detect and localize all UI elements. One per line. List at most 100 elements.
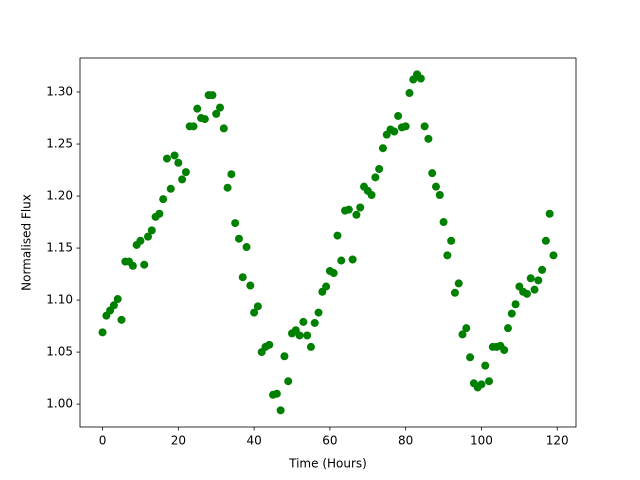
data-point [178,175,187,184]
data-point [159,195,168,204]
data-point [435,191,444,200]
data-point [314,308,323,317]
data-point [454,279,463,288]
data-point [250,308,259,317]
data-point [231,219,240,228]
data-point [443,251,452,260]
data-point [356,203,365,212]
data-point [447,236,456,245]
data-point [136,236,145,245]
data-point [189,122,198,131]
data-point [128,261,137,270]
data-point [428,169,437,178]
plot-area [80,58,576,427]
x-tick-label: 20 [171,434,186,448]
data-point [140,260,149,269]
data-point [113,295,122,304]
data-point [170,151,179,160]
data-point [295,331,304,340]
data-point [424,134,433,143]
data-point [181,168,190,177]
data-point [253,302,262,311]
x-tick-label: 80 [398,434,413,448]
data-point [329,269,338,278]
data-point [246,281,255,290]
data-point [375,165,384,174]
data-point [322,282,331,291]
data-point [344,205,353,214]
data-point [530,285,539,294]
y-tick-label: 1.10 [46,293,73,307]
data-point [147,226,156,235]
data-point [526,274,535,283]
data-point [352,210,361,219]
data-point [485,377,494,386]
data-point [507,309,516,318]
data-point [405,89,414,98]
data-point [212,109,221,118]
data-point [390,127,399,136]
data-point [306,342,315,351]
x-tick-label: 120 [546,434,569,448]
x-tick-label: 100 [470,434,493,448]
data-point [371,173,380,182]
data-point [174,158,183,167]
data-point [500,346,509,355]
data-point [394,111,403,120]
data-point [337,256,346,265]
data-point [219,124,228,133]
data-point [272,389,281,398]
data-point [238,273,247,282]
y-tick-label: 1.20 [46,189,73,203]
data-point [416,74,425,83]
data-point [117,315,126,324]
data-point [538,265,547,274]
data-point [481,361,490,370]
data-point [208,91,217,100]
data-point [462,324,471,333]
axes-frame [79,57,577,428]
data-point [522,289,531,298]
y-tick-label: 1.05 [46,345,73,359]
y-tick-label: 1.30 [46,85,73,99]
data-point [534,276,543,285]
data-point [200,115,209,124]
data-point [310,318,319,327]
data-point [420,122,429,131]
data-point [144,232,153,241]
data-point [98,328,107,337]
data-point [242,243,251,252]
data-point [503,324,512,333]
data-point [303,331,312,340]
data-point [280,352,289,361]
y-tick-label: 1.25 [46,137,73,151]
data-point [155,209,164,218]
data-point [477,380,486,389]
y-tick-label: 1.15 [46,241,73,255]
data-point [299,317,308,326]
data-point [162,154,171,163]
data-point [401,122,410,131]
data-point [541,236,550,245]
x-axis-label: Time (Hours) [288,457,367,471]
data-point [439,218,448,227]
data-point [333,231,342,240]
data-point [549,251,558,260]
data-point [193,104,202,113]
y-tick-label: 1.00 [46,397,73,411]
data-point [367,191,376,200]
data-point [109,301,118,310]
data-point [458,330,467,339]
x-tick-label: 60 [322,434,337,448]
data-point [431,182,440,191]
data-point [216,103,225,112]
data-point [284,377,293,386]
data-point [166,184,175,193]
data-point [466,353,475,362]
data-point [223,183,232,192]
data-point [450,288,459,297]
data-point [348,255,357,264]
data-point [276,406,285,415]
y-axis-label: Normalised Flux [20,194,34,291]
